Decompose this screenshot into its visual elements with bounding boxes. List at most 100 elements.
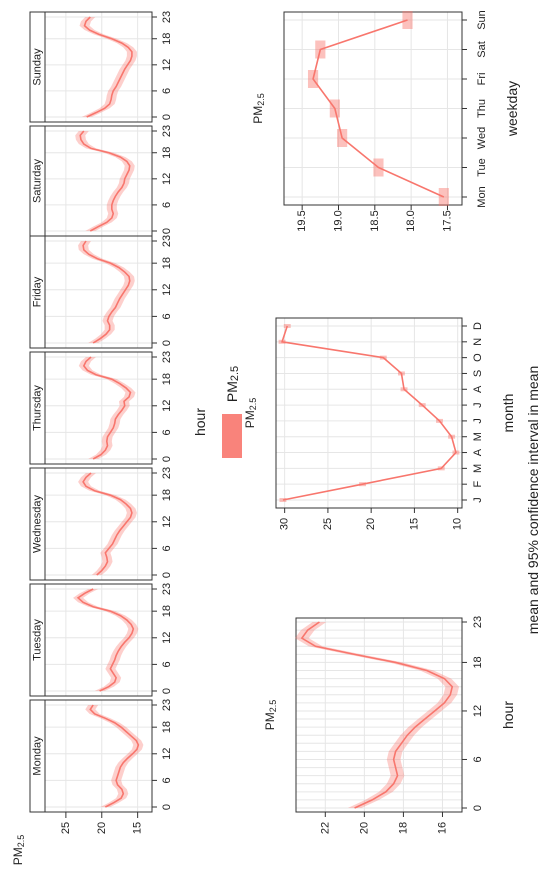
x-tick-label: 12 [161, 748, 173, 760]
ci-band [79, 17, 137, 117]
series-line-saturday [79, 130, 131, 232]
x-tick-label: Wed [476, 127, 488, 149]
y-tick-label: 16 [436, 822, 448, 834]
x-tick-label: 12 [161, 284, 173, 296]
x-tick-label: 18 [161, 489, 173, 501]
x-tick-label: 23 [161, 467, 173, 479]
x-tick-label: J [472, 418, 484, 424]
y-tick-label: 20 [358, 822, 370, 834]
strip-label: Monday [32, 736, 44, 776]
x-tick-label: Mon [476, 186, 488, 207]
ci-band [75, 131, 135, 231]
x-tick-label: 23 [161, 351, 173, 363]
strip-monday: Monday 0 6 12 18 23 [29, 699, 173, 813]
x-tick-label: 0 [472, 805, 484, 811]
x-tick-label: 23 [161, 11, 173, 23]
y-tick-label: 10 [452, 518, 464, 530]
x-tick-label: A [472, 448, 484, 456]
x-tick-label: 12 [161, 400, 173, 412]
panel-weekday: 17.5 18.0 18.5 19.0 19.5 Mon Tue Wed Thu Fri Sat Su… [283, 10, 520, 232]
x-tick-label: M [472, 464, 484, 473]
x-tick-label: 23 [161, 699, 173, 711]
ci-band [295, 622, 460, 808]
plot-frame [295, 617, 463, 813]
x-tick-label: 6 [161, 202, 173, 208]
x-tick-label: 12 [161, 632, 173, 644]
strip-saturday: Saturday 0 6 12 18 23 [29, 125, 173, 237]
x-tick-label: Thu [476, 99, 488, 118]
series-line-friday [82, 240, 131, 344]
x-tick-label: J [472, 402, 484, 408]
x-tick-label: 0 [161, 688, 173, 694]
y-tick-label: 25 [60, 822, 72, 834]
y-tick-label: 18.0 [405, 210, 417, 231]
x-tick-label: Sat [476, 41, 488, 58]
y-tick-label: 30 [279, 518, 291, 530]
x-tick-label: 12 [161, 516, 173, 528]
series-line-sunday [83, 16, 133, 118]
x-tick-label: A [472, 385, 484, 393]
x-tick-label: 0 [161, 572, 173, 578]
x-tick-label: 0 [161, 456, 173, 462]
series-line [312, 19, 445, 198]
y-tick-label: 25 [322, 518, 334, 530]
strip-label: Saturday [32, 158, 44, 203]
x-tick-label: M [472, 432, 484, 441]
y-tick-label: 18 [397, 822, 409, 834]
figure-caption: mean and 95% confidence interval in mean [525, 366, 541, 635]
strip-label: Tuesday [32, 619, 44, 661]
series-line-wednesday [82, 472, 133, 576]
x-tick-label: N [472, 338, 484, 346]
series-line-thursday [82, 356, 132, 460]
x-tick-label: S [472, 370, 484, 377]
x-tick-label: 12 [472, 705, 484, 717]
x-tick-label: 12 [161, 173, 173, 185]
series-line [300, 621, 454, 809]
strip-label: Sunday [32, 48, 44, 86]
series-line-tuesday [76, 588, 135, 692]
strip-frame [29, 699, 153, 813]
x-tick-label: O [472, 353, 484, 362]
x-tick-label: 23 [472, 616, 484, 628]
strip-label: Thursday [32, 385, 44, 431]
x-tick-label: 18 [161, 721, 173, 733]
x-tick-label: 6 [161, 429, 173, 435]
ci-band [73, 589, 139, 691]
strip-wednesday: Wednesday 0 6 12 18 23 [29, 467, 173, 581]
x-tick-label: J [472, 497, 484, 503]
y-tick-label: 20 [96, 822, 108, 834]
x-tick-label: 6 [161, 545, 173, 551]
x-tick-label: Tue [476, 158, 488, 177]
y-axis-title: PM2.5 [243, 398, 258, 429]
ci-band [78, 241, 135, 343]
x-tick-label: 18 [161, 373, 173, 385]
y-tick-label: 15 [408, 518, 420, 530]
x-tick-label: 18 [161, 147, 173, 159]
x-tick-label: 0 [161, 228, 173, 234]
x-tick-label: 23 [161, 125, 173, 137]
strip-tuesday: Tuesday 0 6 12 18 23 [29, 583, 173, 697]
x-tick-label: 23 [161, 583, 173, 595]
x-tick-label: Sun [476, 10, 488, 30]
x-tick-label: 0 [161, 804, 173, 810]
ci-band [78, 473, 137, 575]
x-tick-label: 12 [161, 59, 173, 71]
x-axis-title: hour [500, 701, 516, 729]
x-tick-label: 6 [161, 777, 173, 783]
x-tick-label: 6 [161, 313, 173, 319]
strip-friday: Friday 0 6 12 18 23 [29, 235, 173, 349]
panel-day-hour: 152025Monday06121823Tuesday06121823Wedne… [29, 11, 208, 834]
x-tick-label: 0 [161, 340, 173, 346]
x-tick-label: 6 [161, 661, 173, 667]
y-tick-label: 18.5 [369, 210, 381, 231]
x-tick-label: D [472, 322, 484, 330]
strip-label: Friday [32, 276, 44, 307]
strip-frame [29, 467, 153, 581]
y-tick-label: 20 [365, 518, 377, 530]
x-tick-label: 18 [472, 656, 484, 668]
x-tick-label: Fri [476, 73, 488, 86]
x-tick-label: F [472, 481, 484, 488]
x-tick-label: 6 [161, 88, 173, 94]
